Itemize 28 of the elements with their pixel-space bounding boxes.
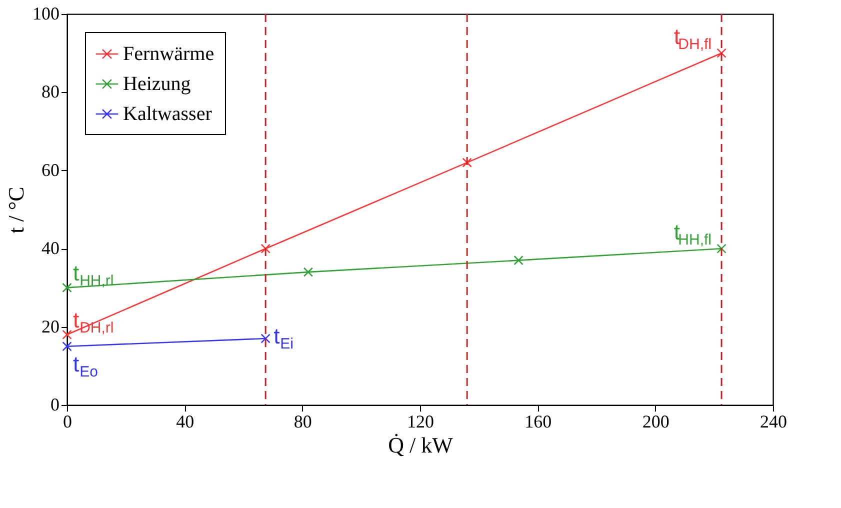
x-axis-title: Q̇ / kW: [388, 432, 454, 458]
point: [62, 282, 72, 293]
x-tick-label: 200: [642, 412, 670, 432]
legend-label: Fernwärme: [123, 43, 214, 65]
y-tick-label: 40: [42, 238, 60, 258]
point: [514, 255, 524, 266]
y-tick-label: 20: [42, 316, 60, 336]
x-tick-label: 40: [176, 412, 194, 432]
x-tick-label: 160: [524, 412, 552, 432]
point: [62, 342, 72, 352]
y-tick-label: 0: [50, 394, 60, 414]
y-axis-title: t / °C: [4, 186, 28, 234]
point: [260, 244, 270, 254]
x-tick-label: 120: [407, 412, 434, 432]
y-tick-label: 80: [42, 82, 60, 102]
y-tick-label: 60: [42, 160, 60, 180]
legend-label: Kaltwasser: [123, 103, 212, 125]
point: [716, 244, 726, 254]
point: [462, 158, 472, 168]
point: [62, 330, 72, 340]
x-tick-label: 80: [294, 412, 312, 432]
x-tick-label: 0: [63, 412, 72, 432]
x-tick-label: 240: [760, 412, 787, 432]
y-tick-label: 100: [32, 4, 60, 24]
point: [303, 267, 314, 277]
point: [260, 334, 270, 344]
point: [716, 48, 726, 58]
legend-label: Heizung: [123, 73, 191, 95]
